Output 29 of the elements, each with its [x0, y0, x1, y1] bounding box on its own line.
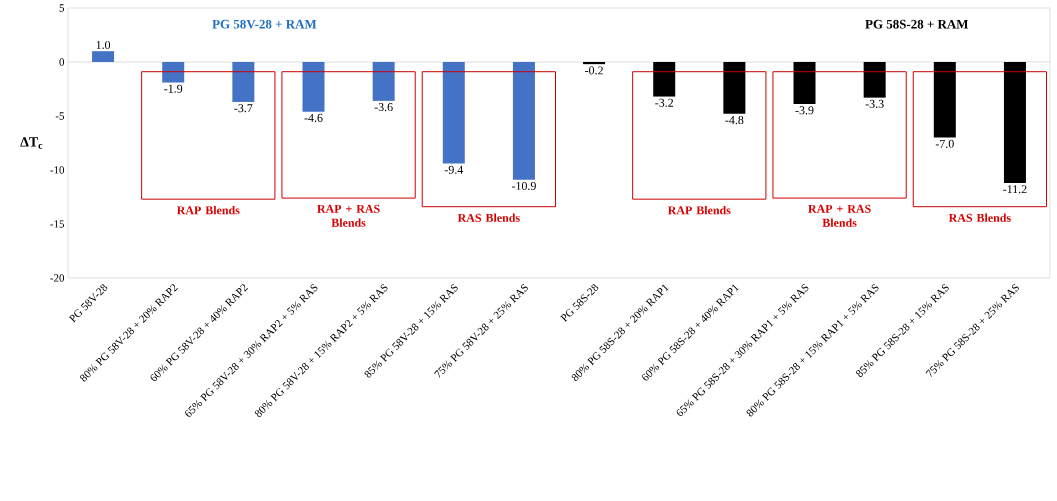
data-label: -3.2 — [655, 98, 674, 107]
annotation: RAS Blends — [457, 213, 520, 222]
data-label: -11.2 — [1003, 185, 1027, 194]
y-axis-title: ΔT$_{c}$ — [20, 137, 43, 149]
data-label: -10.9 — [511, 181, 536, 191]
data-label: -3.6 — [374, 103, 393, 112]
y-tick-label: -5 — [55, 112, 65, 120]
y-tick-label: -10 — [50, 166, 65, 174]
annotation: RAP + RAS Blends — [808, 204, 871, 227]
y-tick-label: -20 — [50, 274, 65, 282]
data-label: -3.3 — [865, 99, 884, 108]
data-label: 1.0 — [96, 40, 111, 49]
data-label: -9.4 — [444, 165, 464, 174]
data-label: -0.2 — [585, 66, 603, 75]
data-label: -3.7 — [234, 104, 253, 113]
annotation: RAS Blends — [948, 213, 1011, 222]
annotation: PG 58S-28 + RAM — [865, 19, 969, 29]
annotation: PG 58V-28 + RAM — [212, 19, 317, 29]
annotation: RAP + RAS Blends — [317, 204, 380, 227]
data-label: -1.9 — [164, 84, 183, 93]
y-tick-label: -15 — [50, 220, 65, 228]
data-label: -4.8 — [725, 116, 744, 125]
y-tick-label: 0 — [59, 58, 65, 66]
data-label: -4.6 — [304, 113, 323, 122]
y-tick-label: 5 — [59, 4, 65, 12]
data-label: -3.9 — [795, 106, 814, 115]
annotation: RAP Blends — [176, 205, 240, 215]
annotation: RAP Blends — [667, 205, 731, 215]
data-label: -7.0 — [935, 139, 954, 148]
